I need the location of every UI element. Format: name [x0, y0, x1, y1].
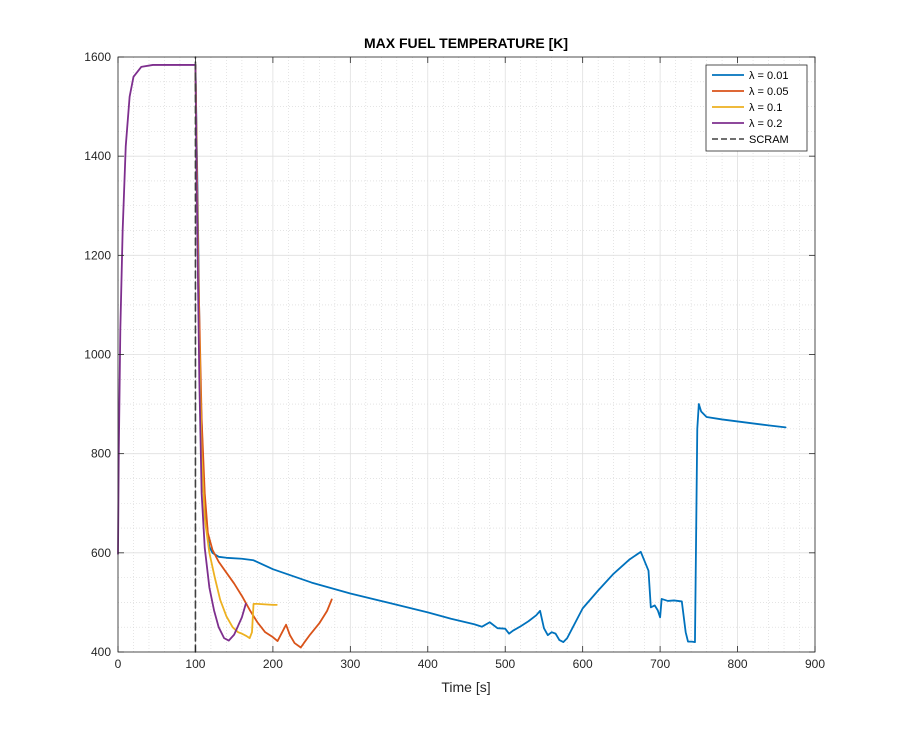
legend-label: λ = 0.05	[749, 86, 788, 98]
x-tick-label: 100	[185, 657, 205, 671]
series-line-2	[194, 64, 333, 649]
series-layer	[117, 56, 787, 653]
legend: λ = 0.01 λ = 0.05 λ = 0.1 λ = 0.2 SCRAM	[705, 64, 808, 152]
x-tick-label: 400	[418, 657, 438, 671]
chart-title: MAX FUEL TEMPERATURE [K]	[364, 35, 568, 51]
x-tick-label: 200	[263, 657, 283, 671]
series-line-1	[194, 64, 787, 643]
legend-label: λ = 0.01	[749, 70, 788, 82]
x-axis-title: Time [s]	[441, 679, 490, 695]
x-tick-label: 600	[573, 657, 593, 671]
y-tick-label: 1000	[84, 348, 111, 362]
series-line-3	[194, 64, 278, 640]
series-line-4	[117, 64, 247, 642]
x-tick-label: 500	[495, 657, 515, 671]
y-tick-label: 1600	[84, 50, 111, 64]
x-tick-label: 900	[805, 657, 825, 671]
x-tick-label: 700	[650, 657, 670, 671]
y-tick-label: 1400	[84, 149, 111, 163]
y-tick-label: 800	[91, 447, 111, 461]
tick-labels: 0 100 200 300 400 500 600 700 800 900 400 600 800 100…	[84, 50, 825, 671]
legend-label: λ = 0.2	[749, 118, 782, 130]
axis-ticks	[117, 56, 816, 653]
legend-label: λ = 0.1	[749, 102, 782, 114]
y-tick-label: 400	[91, 645, 111, 659]
x-tick-label: 0	[115, 657, 122, 671]
y-tick-label: 600	[91, 546, 111, 560]
y-tick-label: 1200	[84, 248, 111, 262]
legend-label: SCRAM	[749, 134, 789, 146]
x-tick-label: 800	[728, 657, 748, 671]
legend-box	[705, 64, 808, 152]
x-tick-label: 300	[340, 657, 360, 671]
